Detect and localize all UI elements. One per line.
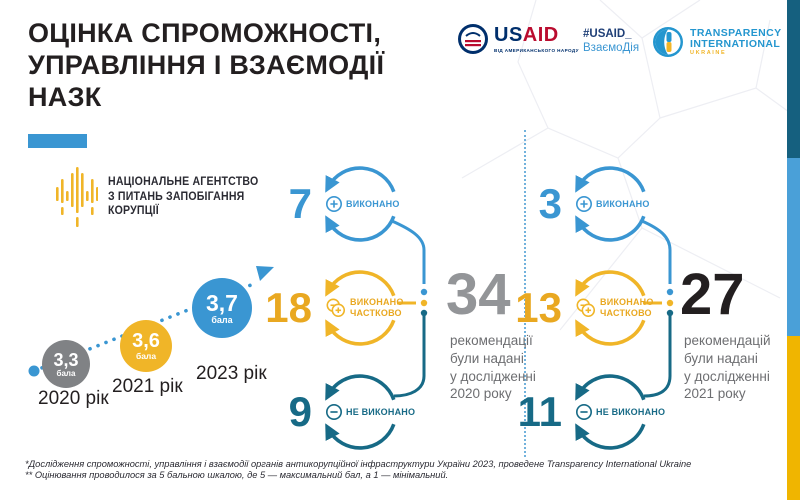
total-recommendations-2020: 34 — [446, 262, 511, 327]
usaid-wordmark-us: US — [494, 24, 523, 46]
ti-line2: INTERNATIONAL — [690, 37, 781, 50]
flow-2021-notdone: 11 НЕ ВИКОНАНО — [510, 370, 665, 454]
score-unit-2020: бала — [56, 368, 76, 378]
score-unit-2021: бала — [135, 351, 157, 362]
minus-circle-icon — [325, 403, 343, 421]
score-value-2021: 3,6 — [132, 330, 160, 353]
score-circle-2020: 3,3 бала — [42, 340, 90, 388]
label-partial-2021-line1: ВИКОНАНО — [600, 297, 654, 308]
footnotes: *Дослідження спроможності, управління і … — [25, 459, 770, 481]
usaid-emblem-icon — [456, 22, 490, 56]
label-partial-2020-line2: ЧАСТКОВО — [350, 308, 402, 318]
count-notdone-2021: 11 — [517, 388, 562, 435]
cycle-arrow-ring-icon — [325, 166, 396, 242]
caption-2021: рекомендацій були надані у дослідженні 2… — [684, 333, 771, 402]
nazk-name-line1: НАЦІОНАЛЬНЕ АГЕНТСТВО — [108, 175, 259, 188]
page-title-line1: ОЦІНКА СПРОМОЖНОСТІ, — [28, 18, 382, 48]
flag-bar-dark-segment — [787, 0, 800, 158]
year-label-2020: 2020 рік — [38, 388, 109, 409]
flag-bar-yellow-segment — [787, 336, 800, 500]
score-unit-2023: бала — [211, 314, 233, 325]
ti-globe-icon — [652, 26, 684, 58]
footnote-line1: *Дослідження спроможності, управління і … — [25, 459, 692, 469]
flag-color-bar — [787, 0, 800, 500]
label-partial-2020-line1: ВИКОНАНО — [350, 297, 404, 308]
section-divider-dotted-line — [524, 130, 526, 457]
page-title-line3: НАЗК — [28, 81, 102, 112]
plus-minus-circles-icon — [325, 297, 347, 319]
usaid-hashtag: #USAID_ — [583, 28, 632, 40]
flow-2021-done: 3 ВИКОНАНО — [510, 162, 652, 246]
label-done-2021: ВИКОНАНО — [596, 198, 650, 209]
plus-minus-circles-icon — [575, 297, 597, 319]
nazk-name-line3: КОРУПЦІЇ — [108, 205, 159, 218]
page-title-line2: УПРАВЛІННЯ І ВЗАЄМОДІЇ — [28, 49, 385, 80]
flow-2020-notdone: 9 НЕ ВИКОНАНО — [260, 370, 415, 454]
minus-circle-icon — [575, 403, 593, 421]
usaid-logo: USAID ВІД АМЕРИКАНСЬКОГО НАРОДУ — [456, 22, 579, 56]
nazk-logo: НАЦІОНАЛЬНЕ АГЕНТСТВО З ПИТАНЬ ЗАПОБІГАН… — [56, 165, 271, 229]
count-partial-2020: 18 — [265, 284, 312, 331]
usaid-vzaiemodiia: ВзаємоДія — [583, 42, 640, 55]
flow-2020-partial: 18 ВИКОНАНО ЧАСТКОВО — [260, 266, 404, 350]
score-value-2020: 3,3 — [53, 349, 79, 370]
year-label-2023: 2023 рік — [196, 363, 267, 384]
page-title: ОЦІНКА СПРОМОЖНОСТІ, УПРАВЛІННЯ І ВЗАЄМО… — [28, 18, 384, 114]
cycle-arrow-ring-icon — [325, 374, 396, 450]
count-done-2020: 7 — [288, 180, 312, 227]
nazk-name-line2: З ПИТАНЬ ЗАПОБІГАННЯ — [108, 190, 245, 203]
score-circle-2023: 3,7 бала — [192, 278, 252, 338]
score-value-2023: 3,7 — [206, 289, 238, 316]
caption-2020: рекомендації були надані у дослідженні 2… — [450, 333, 536, 402]
label-notdone-2020: НЕ ВИКОНАНО — [346, 406, 416, 417]
cycle-arrow-ring-icon — [325, 270, 396, 346]
count-notdone-2020: 9 — [288, 388, 312, 435]
count-partial-2021: 13 — [515, 284, 562, 331]
footnote-line2: ** Оцінювання проводилося за 5 бальною ш… — [25, 470, 449, 481]
usaid-wordmark-aid: AID — [522, 24, 559, 46]
ti-line3: UKRAINE — [690, 49, 727, 56]
total-recommendations-2021: 27 — [680, 262, 745, 327]
flow-2020-done: 7 ВИКОНАНО — [260, 162, 402, 246]
ti-line1: TRANSPARENCY — [690, 26, 782, 39]
flow-2021-partial: 13 ВИКОНАНО ЧАСТКОВО — [510, 266, 654, 350]
score-circle-2021: 3,6 бала — [120, 320, 172, 372]
label-partial-2021-line2: ЧАСТКОВО — [600, 308, 652, 318]
flag-bar-blue-segment — [787, 158, 800, 336]
label-notdone-2021: НЕ ВИКОНАНО — [596, 406, 666, 417]
cycle-arrow-ring-icon — [575, 374, 646, 450]
usaid-tagline: ВІД АМЕРИКАНСЬКОГО НАРОДУ — [494, 48, 579, 53]
label-done-2020: ВИКОНАНО — [346, 198, 400, 209]
usaid-hashtag-block: #USAID_ ВзаємоДія — [583, 27, 639, 56]
nazk-trident-icon — [56, 165, 98, 229]
plus-circle-icon — [325, 195, 343, 213]
title-accent-bar — [28, 134, 87, 148]
plus-circle-icon — [575, 195, 593, 213]
trend-start-dot — [28, 365, 40, 377]
transparency-international-logo: TRANSPARENCY INTERNATIONAL UKRAINE — [652, 26, 782, 58]
year-label-2021: 2021 рік — [112, 376, 183, 397]
count-done-2021: 3 — [538, 180, 562, 227]
